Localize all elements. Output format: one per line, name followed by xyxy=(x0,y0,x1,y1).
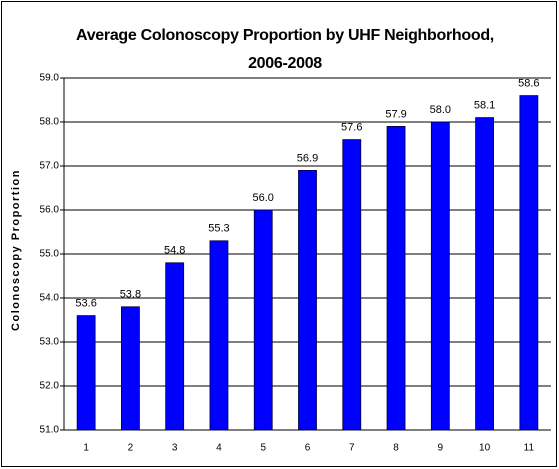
x-tick-label: 7 xyxy=(349,443,355,454)
y-tick-label: 59.0 xyxy=(40,73,60,84)
value-label: 54.8 xyxy=(164,245,185,257)
x-tick-label: 3 xyxy=(172,443,178,454)
x-tick-label: 1 xyxy=(83,443,89,454)
value-label: 56.0 xyxy=(253,192,274,204)
x-tick-label: 11 xyxy=(524,443,535,454)
value-label: 55.3 xyxy=(208,223,229,235)
x-tick-label: 10 xyxy=(479,443,491,454)
x-tick-label: 4 xyxy=(216,443,222,454)
bar xyxy=(519,95,539,431)
y-tick-label: 56.0 xyxy=(40,205,60,216)
bar xyxy=(209,240,229,431)
bar xyxy=(342,139,362,431)
value-label: 58.1 xyxy=(474,100,495,112)
y-tick-label: 52.0 xyxy=(40,381,60,392)
x-tick-label: 9 xyxy=(438,443,444,454)
y-tick-label: 57.0 xyxy=(40,161,60,172)
bar xyxy=(253,209,273,431)
y-tick-label: 53.0 xyxy=(40,337,60,348)
bar xyxy=(121,306,140,431)
value-label: 57.6 xyxy=(341,122,362,134)
value-label: 58.6 xyxy=(518,78,539,90)
bar xyxy=(165,262,185,431)
y-tick-label: 51.0 xyxy=(40,425,60,436)
x-tick-label: 5 xyxy=(260,443,266,454)
y-tick-label: 58.0 xyxy=(40,117,60,128)
bar xyxy=(475,117,494,431)
value-label: 53.6 xyxy=(75,298,96,310)
value-label: 57.9 xyxy=(385,108,406,120)
x-tick-label: 6 xyxy=(305,443,311,454)
y-axis-label: Colonoscopy Proportion xyxy=(10,169,22,331)
value-label: 53.8 xyxy=(120,289,141,301)
x-tick-label: 8 xyxy=(393,443,399,454)
value-label: 58.0 xyxy=(430,104,451,116)
bar xyxy=(76,315,96,431)
chart-title: Average Colonoscopy Proportion by UHF Ne… xyxy=(76,27,494,72)
value-label: 56.9 xyxy=(297,152,318,164)
x-tick-label: 2 xyxy=(128,443,134,454)
y-tick-label: 54.0 xyxy=(40,293,60,304)
y-tick-label: 55.0 xyxy=(40,249,60,260)
bar xyxy=(430,121,450,431)
bar xyxy=(386,126,406,431)
bar xyxy=(298,169,317,431)
